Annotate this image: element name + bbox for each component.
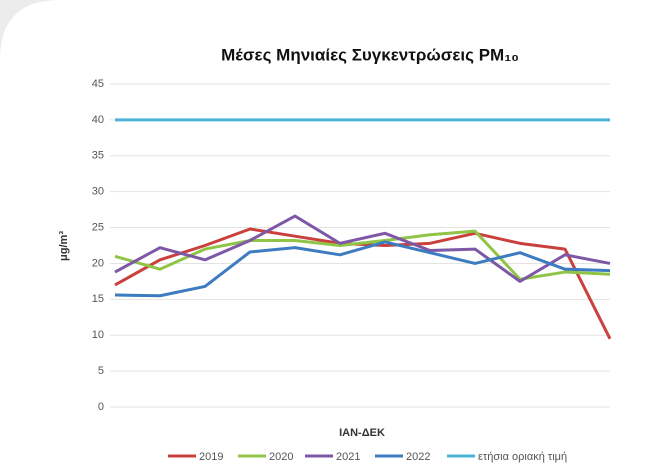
- y-tick-label: 10: [92, 329, 104, 341]
- y-tick-label: 45: [92, 78, 104, 90]
- legend-label: 2022: [406, 451, 430, 463]
- y-tick-label: 30: [92, 186, 104, 198]
- y-tick-label: 40: [92, 114, 104, 126]
- chart-title: Μέσες Μηνιαίες Συγκεντρώσεις PM₁₀: [221, 45, 519, 64]
- legend-label: 2021: [336, 451, 360, 463]
- legend-label: ετήσια οριακή τιμή: [478, 451, 567, 463]
- y-tick-label: 35: [92, 150, 104, 162]
- legend-label: 2020: [269, 451, 293, 463]
- y-tick-label: 15: [92, 293, 104, 305]
- x-axis-label: ΙΑΝ-ΔΕΚ: [339, 427, 385, 439]
- y-tick-label: 0: [98, 401, 104, 413]
- y-tick-label: 5: [98, 365, 104, 377]
- legend-label: 2019: [199, 451, 223, 463]
- y-tick-label: 20: [92, 257, 104, 269]
- y-tick-label: 25: [92, 221, 104, 233]
- series-line: [114, 240, 611, 298]
- series-line: [114, 214, 611, 283]
- y-axis-label: μg/m³: [58, 231, 70, 261]
